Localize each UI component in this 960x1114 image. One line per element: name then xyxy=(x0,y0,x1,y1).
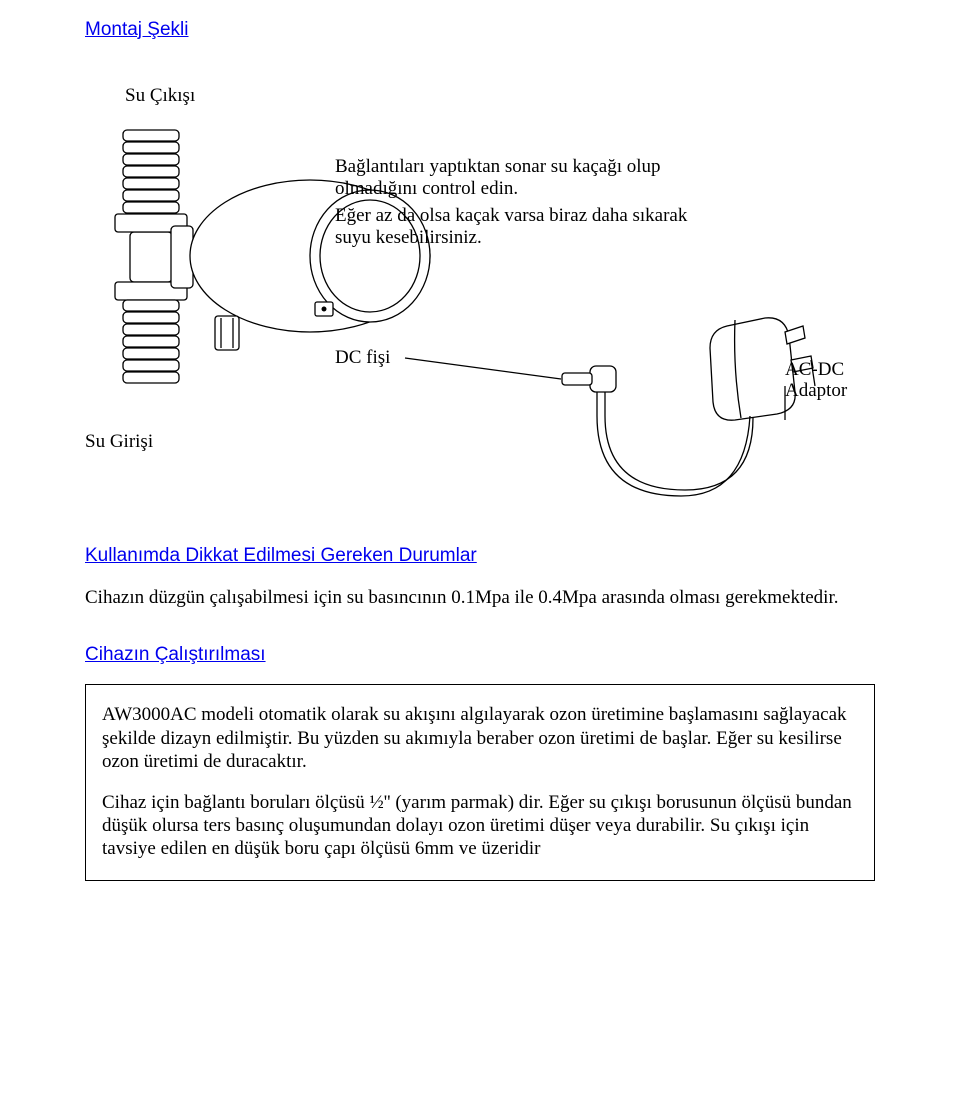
usage-paragraph: Cihazın düzgün çalışabilmesi için su bas… xyxy=(85,586,875,609)
operation-box: AW3000AC modeli otomatik olarak su akışı… xyxy=(85,684,875,881)
label-acdc-line1: AC-DC xyxy=(785,359,844,380)
heading-montaj: Montaj Şekli xyxy=(85,18,875,42)
device-illustration xyxy=(85,60,875,520)
usage-text: Cihazın düzgün çalışabilmesi için su bas… xyxy=(85,586,875,609)
assembly-note: Bağlantıları yaptıktan sonar su kaçağı o… xyxy=(335,156,695,254)
label-water-out: Su Çıkışı xyxy=(125,84,195,108)
label-acdc-adaptor: AC-DC Adaptor xyxy=(785,360,875,402)
note-line-2: Eğer az da olsa kaçak varsa biraz daha s… xyxy=(335,205,695,250)
operation-paragraph-2: Cihaz için bağlantı boruları ölçüsü ½'' … xyxy=(102,791,858,861)
label-dc-plug: DC fişi xyxy=(335,346,390,370)
note-line-1: Bağlantıları yaptıktan sonar su kaçağı o… xyxy=(335,156,695,201)
heading-usage-caution: Kullanımda Dikkat Edilmesi Gereken Durum… xyxy=(85,544,875,568)
operation-paragraph-1: AW3000AC modeli otomatik olarak su akışı… xyxy=(102,703,858,773)
assembly-diagram: Su Çıkışı Bağlantıları yaptıktan sonar s… xyxy=(85,60,875,520)
heading-operation: Cihazın Çalıştırılması xyxy=(85,643,875,667)
label-acdc-line2: Adaptor xyxy=(785,380,847,401)
label-water-in: Su Girişi xyxy=(85,430,153,454)
